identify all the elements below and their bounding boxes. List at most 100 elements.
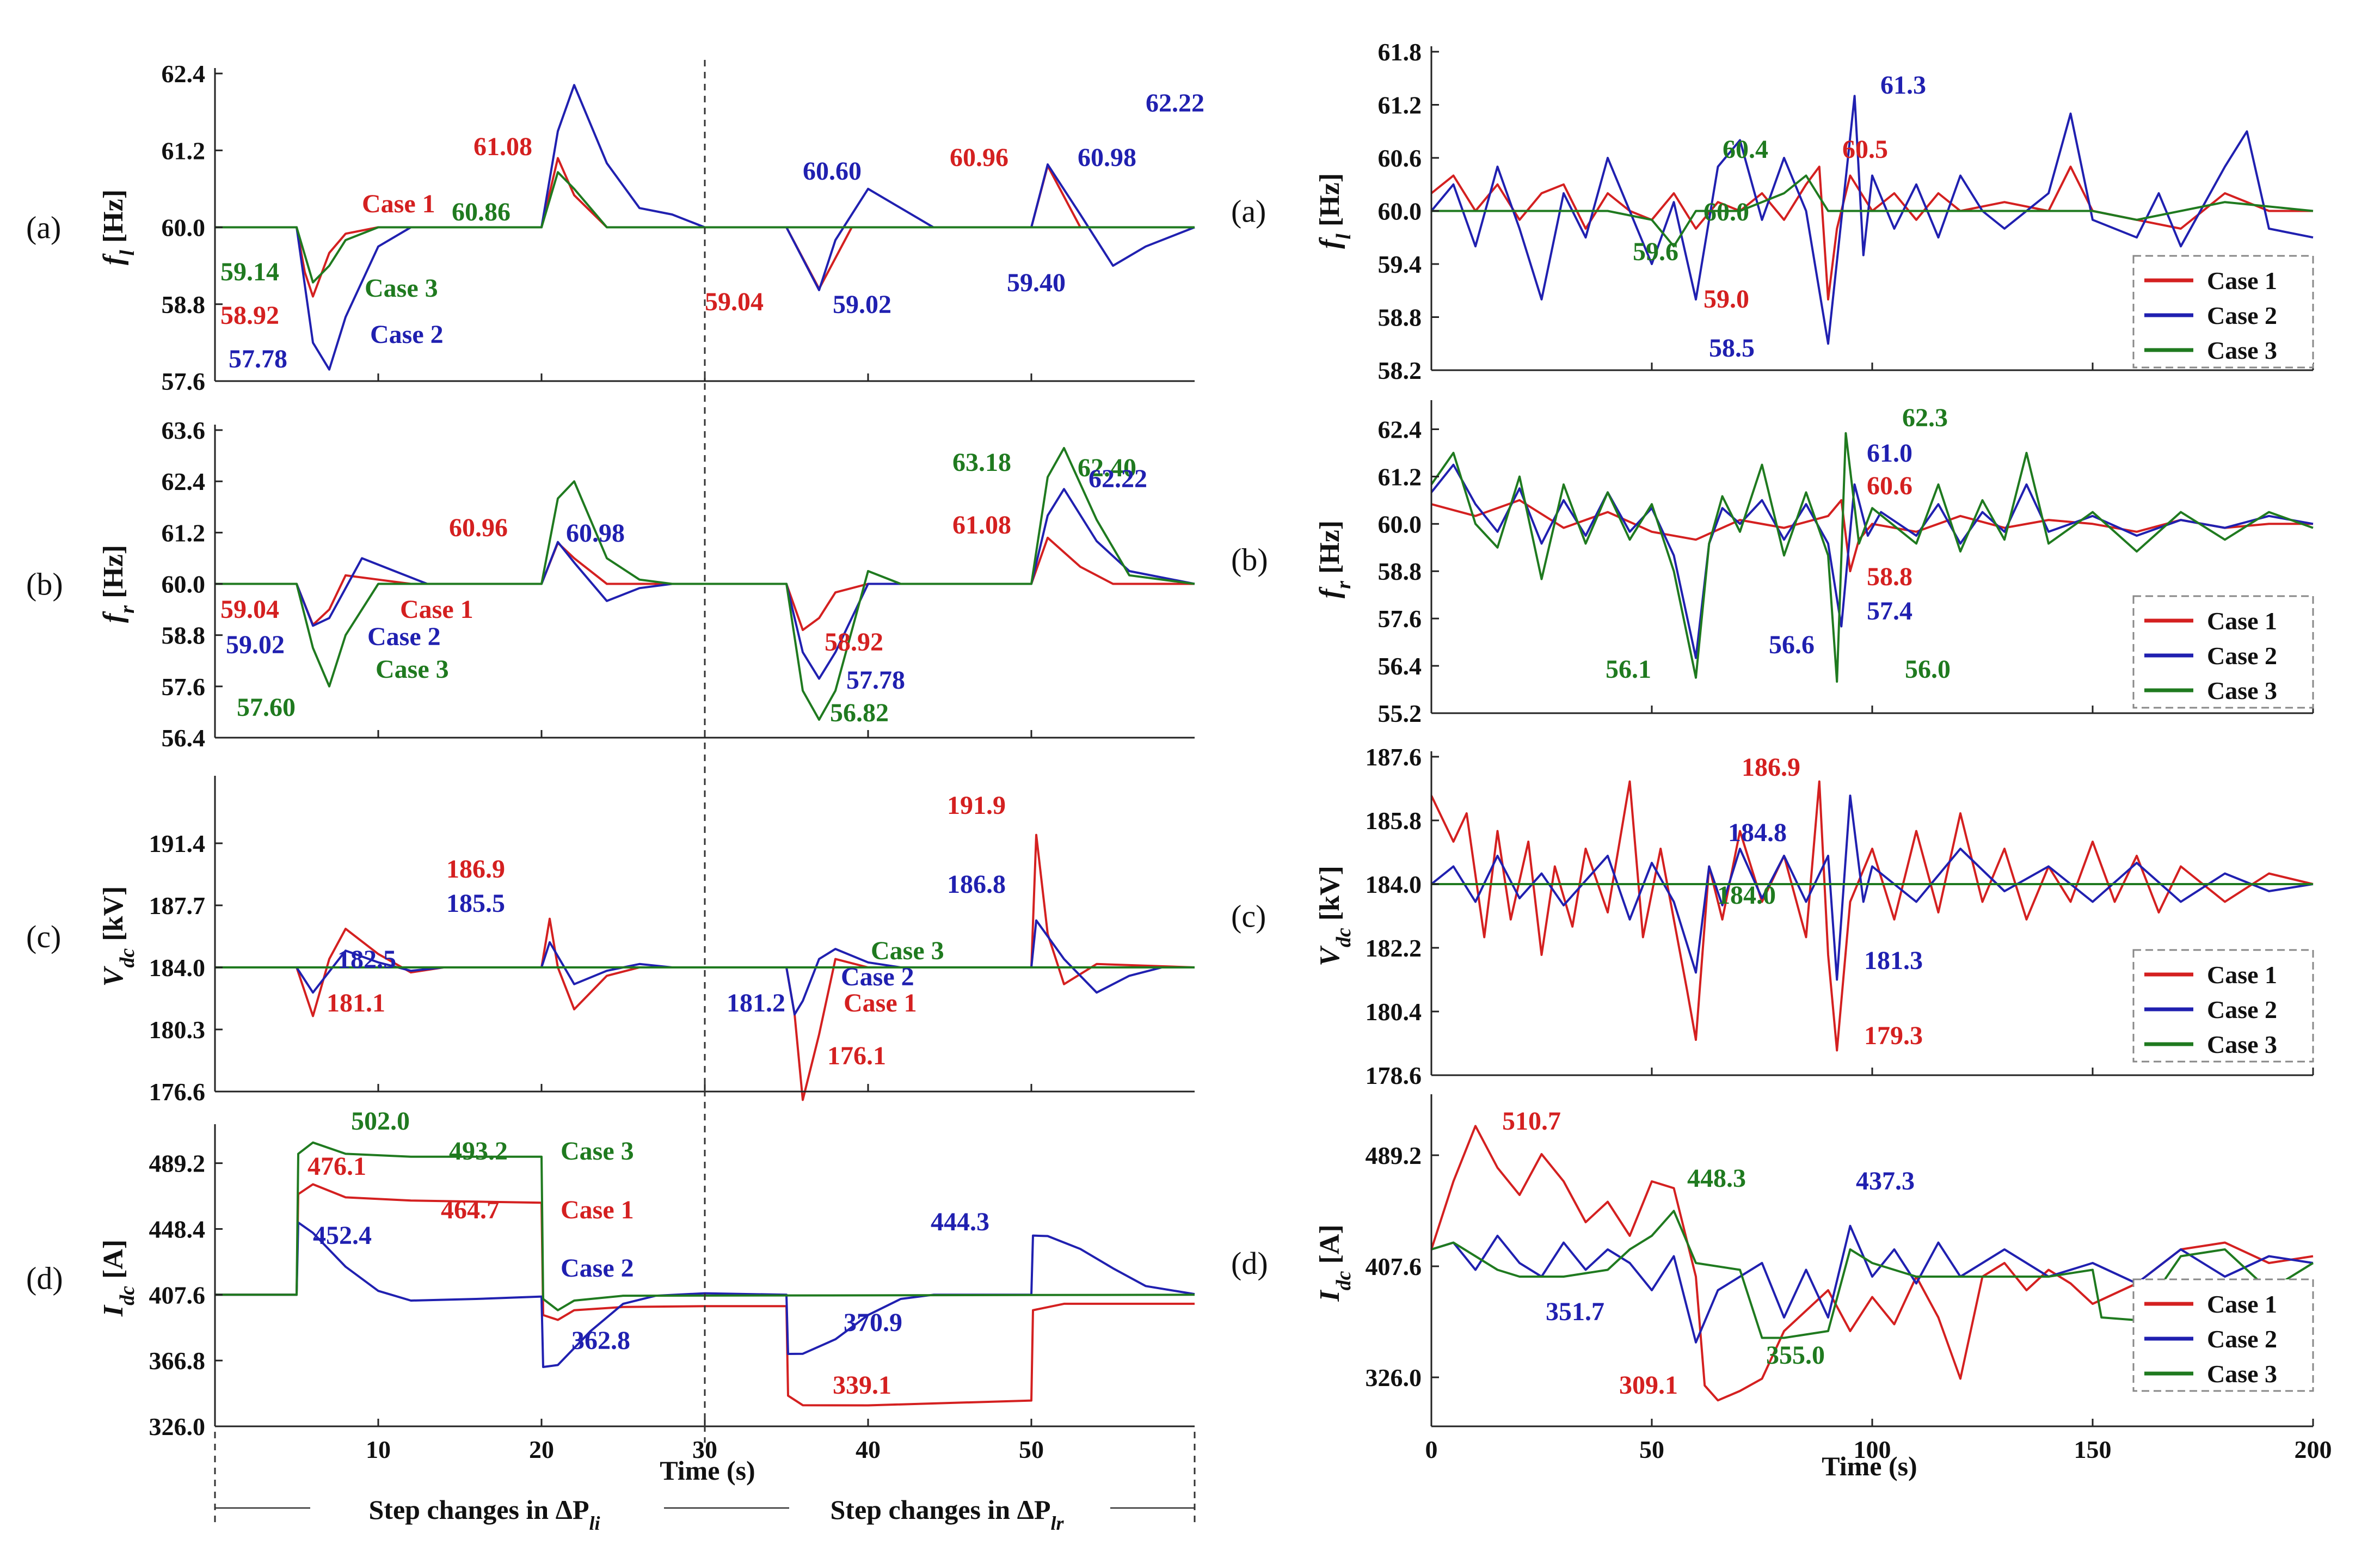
series-line-case1 xyxy=(1430,780,2314,1052)
annotation: Case 3 xyxy=(871,936,944,965)
y-tick-label: 178.6 xyxy=(1366,1062,1422,1089)
y-axis-label-unit: [Hz] xyxy=(1314,520,1345,581)
x-tick-label: 200 xyxy=(2295,1436,2332,1463)
annotation: 60.98 xyxy=(1078,143,1136,172)
y-tick-label: 407.6 xyxy=(149,1281,206,1309)
annotation: 61.0 xyxy=(1867,439,1912,468)
y-axis-label-sub: r xyxy=(1332,580,1355,589)
annotation: Case 1 xyxy=(362,189,435,218)
annotation: Case 3 xyxy=(365,274,438,303)
y-axis-label-unit: [A] xyxy=(98,1240,129,1286)
x-tick-label: 40 xyxy=(856,1436,881,1463)
annotation: 452.4 xyxy=(313,1221,372,1250)
y-tick-label: 62.4 xyxy=(162,60,206,88)
panel-label: (b) xyxy=(26,567,63,602)
annotation: Case 2 xyxy=(367,622,441,651)
y-tick-label: 61.8 xyxy=(1378,38,1422,66)
y-tick-label: 58.8 xyxy=(162,622,206,649)
y-axis-label-main: I xyxy=(1314,1290,1345,1302)
panel-label: (d) xyxy=(1231,1246,1268,1281)
annotation: 179.3 xyxy=(1864,1021,1923,1050)
annotation: 59.0 xyxy=(1703,285,1749,314)
legend-label: Case 3 xyxy=(2207,677,2277,704)
annotation: 181.2 xyxy=(727,989,785,1017)
y-tick-label: 62.4 xyxy=(162,468,206,495)
y-tick-label: 56.4 xyxy=(162,724,206,752)
annotation: 58.92 xyxy=(220,301,279,330)
annotation: Case 2 xyxy=(370,320,444,349)
annotation: 339.1 xyxy=(833,1371,891,1400)
annotation: 62.3 xyxy=(1902,403,1948,432)
y-axis-label-main: f xyxy=(1314,586,1345,598)
y-tick-label: 448.4 xyxy=(149,1215,206,1243)
y-tick-label: 58.8 xyxy=(1378,304,1422,332)
annotation: Case 3 xyxy=(376,655,449,684)
annotation: Case 2 xyxy=(561,1254,634,1283)
y-tick-label: 60.0 xyxy=(162,214,206,242)
y-tick-label: 185.8 xyxy=(1366,807,1422,835)
annotation: 476.1 xyxy=(308,1152,366,1181)
y-tick-label: 184.0 xyxy=(1366,870,1422,898)
annotation: 56.1 xyxy=(1606,655,1651,684)
y-axis-label-unit: [Hz] xyxy=(1314,173,1345,234)
annotation: 176.1 xyxy=(827,1041,886,1070)
y-axis-label-main: V xyxy=(98,965,129,986)
x-tick-label: 50 xyxy=(1019,1436,1044,1463)
y-tick-label: 61.2 xyxy=(1378,463,1422,491)
annotation: 181.1 xyxy=(327,989,385,1017)
legend-label: Case 2 xyxy=(2207,642,2277,670)
y-tick-label: 326.0 xyxy=(149,1413,206,1440)
series-line-case2 xyxy=(215,1221,1195,1368)
annotation: 60.98 xyxy=(566,519,625,548)
series-line-case3 xyxy=(215,447,1195,721)
panel-label: (a) xyxy=(26,210,61,246)
annotation: 351.7 xyxy=(1546,1297,1604,1326)
annotation: Case 1 xyxy=(400,595,473,624)
y-tick-label: 184.0 xyxy=(149,954,206,982)
annotation: 59.6 xyxy=(1633,237,1678,266)
series-line-case1 xyxy=(1431,499,2313,573)
annotation: 181.3 xyxy=(1864,946,1923,975)
annotation: 58.5 xyxy=(1709,334,1755,363)
annotation: 493.2 xyxy=(449,1137,508,1166)
series-line-case1 xyxy=(215,1183,1195,1407)
series-line-case3 xyxy=(1431,1210,2314,1339)
legend-label: Case 2 xyxy=(2207,1325,2277,1353)
x-tick-label: 100 xyxy=(1854,1436,1891,1463)
y-axis-label: fr [Hz] xyxy=(1314,520,1355,598)
left-bottom-label-lr: Step changes in ΔPlr xyxy=(830,1494,1064,1534)
series-line-case3 xyxy=(1431,174,2314,248)
annotation: 186.9 xyxy=(446,855,505,884)
annotation: 448.3 xyxy=(1687,1164,1746,1193)
y-tick-label: 58.8 xyxy=(162,291,206,318)
left-xlabel: Time (s) xyxy=(660,1455,755,1486)
y-axis-label: Vdc [kV] xyxy=(98,886,139,987)
y-axis-label-sub: dc xyxy=(116,948,139,968)
annotation: 185.5 xyxy=(446,889,505,918)
y-axis-label-main: f xyxy=(98,253,129,265)
annotation: 60.5 xyxy=(1842,135,1888,164)
annotation: Case 2 xyxy=(841,963,914,991)
y-axis-label: fr [Hz] xyxy=(98,545,139,623)
y-tick-label: 180.3 xyxy=(149,1016,206,1044)
y-tick-label: 182.2 xyxy=(1366,934,1422,962)
annotation: 309.1 xyxy=(1619,1371,1678,1400)
panel-label: (b) xyxy=(1231,542,1268,578)
y-tick-label: 57.6 xyxy=(1378,605,1422,633)
y-axis-label-unit: [Hz] xyxy=(98,545,129,605)
annotation: 61.08 xyxy=(952,511,1011,540)
axes-layer xyxy=(214,46,2314,1524)
annotation: 186.8 xyxy=(947,870,1006,899)
y-tick-label: 58.2 xyxy=(1378,357,1422,384)
series-line-case3 xyxy=(215,171,1195,284)
y-axis-label: fl [Hz] xyxy=(1314,173,1355,249)
series-line-case1 xyxy=(215,536,1195,632)
series-line-case3 xyxy=(215,1141,1195,1311)
annotation: 59.02 xyxy=(833,290,891,319)
annotation: 184.8 xyxy=(1728,818,1787,847)
y-tick-label: 191.4 xyxy=(149,830,206,857)
annotation: Case 3 xyxy=(561,1137,634,1166)
annotation: 60.4 xyxy=(1723,135,1768,164)
annotation: 61.08 xyxy=(473,132,532,161)
